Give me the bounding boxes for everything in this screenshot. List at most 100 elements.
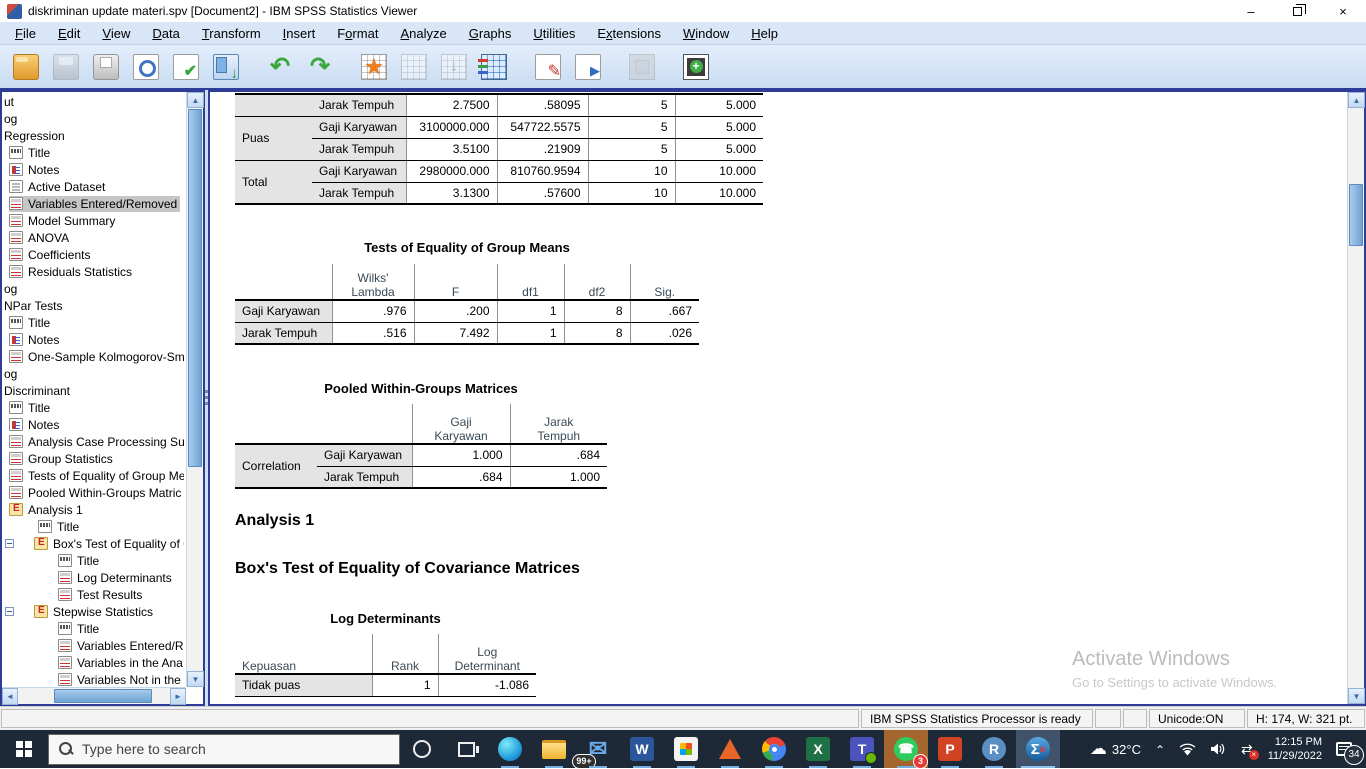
sidebar-scroll-thumb[interactable] — [188, 109, 202, 467]
edge-taskbar-button[interactable] — [488, 730, 532, 768]
scroll-down-button[interactable]: ▼ — [187, 671, 204, 687]
outline-item[interactable]: Title — [2, 620, 184, 637]
outline-item[interactable]: Analysis Case Processing Su — [2, 433, 184, 450]
outline-item[interactable]: og — [2, 280, 184, 297]
scroll-right-button[interactable]: ► — [170, 688, 186, 705]
outline-item[interactable]: Discriminant — [2, 382, 184, 399]
outline-item[interactable]: ANOVA — [2, 229, 184, 246]
menu-format[interactable]: Format — [337, 25, 379, 41]
outline-item[interactable]: Notes — [2, 416, 184, 433]
designate-window-button[interactable] — [570, 49, 606, 85]
sidebar-vertical-scrollbar[interactable]: ▲ ▼ — [186, 92, 204, 687]
menu-window[interactable]: Window — [682, 25, 730, 41]
collapse-expander[interactable] — [5, 607, 14, 616]
powerpoint-taskbar-button[interactable]: P — [928, 730, 972, 768]
content-vertical-scrollbar[interactable]: ▲ ▼ — [1347, 92, 1365, 704]
outline-item[interactable]: Variables Entered/Removed — [2, 195, 184, 212]
outline-item[interactable]: NPar Tests — [2, 297, 184, 314]
outline-item[interactable]: Stepwise Statistics — [2, 603, 184, 620]
undo-button[interactable]: ↶ — [262, 49, 298, 85]
outline-item[interactable]: Residuals Statistics — [2, 263, 184, 280]
menu-data[interactable]: Data — [152, 25, 180, 41]
content-scroll-thumb[interactable] — [1349, 184, 1363, 246]
minimize-button[interactable]: – — [1247, 3, 1255, 19]
menu-edit[interactable]: Edit — [57, 25, 81, 41]
outline-item[interactable]: Tests of Equality of Group Me — [2, 467, 184, 484]
outline-item[interactable]: Test Results — [2, 586, 184, 603]
print-button[interactable] — [88, 49, 124, 85]
teams-taskbar-button[interactable]: T — [840, 730, 884, 768]
outline-item[interactable]: Box's Test of Equality of C — [2, 535, 184, 552]
sidebar-hscroll-thumb[interactable] — [54, 689, 152, 703]
outline-item[interactable]: og — [2, 110, 184, 127]
scroll-left-button[interactable]: ◄ — [2, 688, 18, 705]
outline-item[interactable]: Regression — [2, 127, 184, 144]
goto-case-button[interactable] — [356, 49, 392, 85]
weather-widget[interactable]: ☁ 32°C — [1083, 730, 1148, 768]
word-taskbar-button[interactable]: W — [620, 730, 664, 768]
menu-graphs[interactable]: Graphs — [468, 25, 512, 41]
redo-button[interactable]: ↷ — [302, 49, 338, 85]
outline-item[interactable]: Group Statistics — [2, 450, 184, 467]
variable-sets-button[interactable] — [476, 49, 512, 85]
close-button[interactable]: × — [1339, 3, 1347, 19]
pane-splitter[interactable] — [205, 90, 208, 706]
store-taskbar-button[interactable] — [664, 730, 708, 768]
mail-taskbar-button[interactable]: ✉ 99+ — [572, 730, 620, 769]
outline-item[interactable]: Title — [2, 314, 184, 331]
restore-button[interactable] — [1274, 0, 1320, 22]
select-last-output-button[interactable] — [530, 49, 566, 85]
file-explorer-taskbar-button[interactable] — [532, 730, 576, 768]
open-file-button[interactable] — [8, 49, 44, 85]
scroll-up-button[interactable]: ▲ — [187, 92, 204, 108]
menu-file[interactable]: File — [15, 25, 36, 41]
outline-item[interactable]: og — [2, 365, 184, 382]
menu-transform[interactable]: Transform — [201, 25, 261, 41]
outline-item[interactable]: Active Dataset — [2, 178, 184, 195]
sidebar-horizontal-scrollbar[interactable]: ◄ ► — [2, 687, 186, 705]
outline-item[interactable]: Title — [2, 518, 184, 535]
recall-dialogs-button[interactable] — [208, 49, 244, 85]
outline-item[interactable]: Pooled Within-Groups Matric — [2, 484, 184, 501]
collapse-expander[interactable] — [5, 539, 14, 548]
outline-item[interactable]: Title — [2, 399, 184, 416]
matlab-taskbar-button[interactable] — [708, 730, 752, 768]
menu-help[interactable]: Help — [751, 25, 778, 41]
wifi-icon[interactable] — [1172, 730, 1203, 768]
menu-analyze[interactable]: Analyze — [400, 25, 447, 41]
outline-item[interactable]: Notes — [2, 331, 184, 348]
outline-item[interactable]: ut — [2, 93, 184, 110]
chrome-taskbar-button[interactable] — [752, 730, 796, 768]
scroll-up-button[interactable]: ▲ — [1348, 92, 1365, 108]
start-button[interactable] — [0, 730, 48, 768]
clock[interactable]: 12:15 PM 11/29/2022 — [1260, 735, 1330, 763]
taskbar-search[interactable]: Type here to search — [48, 733, 400, 765]
print-preview-button[interactable] — [128, 49, 164, 85]
volume-icon[interactable] — [1203, 730, 1234, 768]
outline-item[interactable]: Notes — [2, 161, 184, 178]
menu-extensions[interactable]: Extensions — [597, 25, 661, 41]
tray-overflow-button[interactable]: ⌃ — [1154, 743, 1166, 757]
task-view-button[interactable] — [444, 730, 488, 768]
notification-center-button[interactable]: 34 — [1330, 730, 1366, 768]
menu-utilities[interactable]: Utilities — [533, 25, 576, 41]
menu-view[interactable]: View — [102, 25, 131, 41]
outline-item[interactable]: Variables in the Ana — [2, 654, 184, 671]
outline-item[interactable]: Title — [2, 144, 184, 161]
outline-item[interactable]: Model Summary — [2, 212, 184, 229]
whatsapp-taskbar-button[interactable]: ☎ 3 — [884, 730, 928, 769]
cortana-button[interactable] — [400, 730, 444, 768]
export-button[interactable] — [168, 49, 204, 85]
outline-item[interactable]: Log Determinants — [2, 569, 184, 586]
excel-taskbar-button[interactable]: X — [796, 730, 840, 768]
r-taskbar-button[interactable]: R — [972, 730, 1016, 768]
outline-item[interactable]: Analysis 1 — [2, 501, 184, 518]
outline-item[interactable]: Variables Not in the — [2, 671, 184, 686]
menu-insert[interactable]: Insert — [282, 25, 316, 41]
outline-item[interactable]: Title — [2, 552, 184, 569]
outline-item[interactable]: One-Sample Kolmogorov-Sm — [2, 348, 184, 365]
outline-item[interactable]: Variables Entered/R — [2, 637, 184, 654]
scroll-down-button[interactable]: ▼ — [1348, 688, 1365, 704]
outline-item[interactable]: Coefficients — [2, 246, 184, 263]
